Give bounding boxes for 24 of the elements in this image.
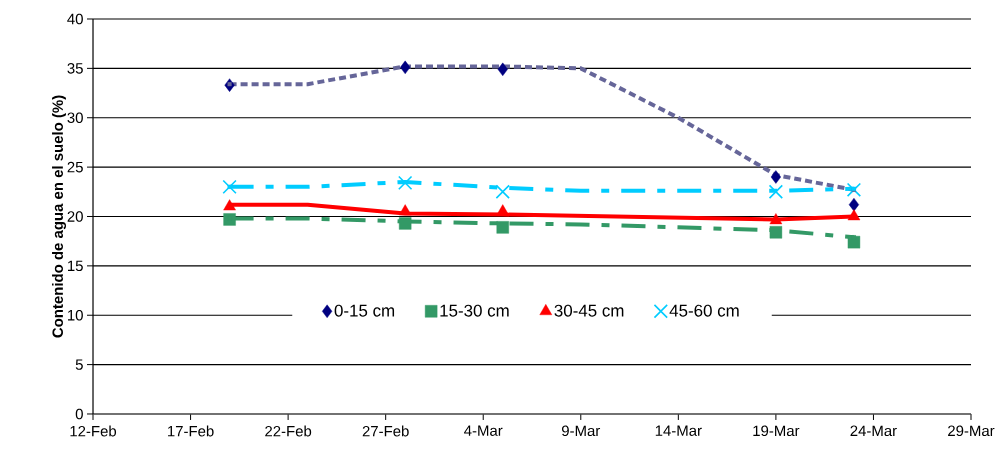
y-tick-label: 40 [67,13,83,25]
legend-label: 30-45 cm [554,304,624,317]
y-tick-label: 25 [67,161,83,173]
x-tick-label: 29-Mar [948,425,995,437]
x-tick-label: 4-Mar [464,425,503,436]
x-tick-label: 24-Mar [850,425,897,437]
y-tick-label: 15 [68,260,83,272]
y-axis-title: Contenido de agua en el suelo (%) [52,95,67,338]
y-tick-label: 35 [67,63,83,74]
y-tick-label: 5 [75,359,83,370]
x-tick-label: 14-Mar [655,425,702,436]
y-tick-label: 0 [75,408,83,420]
x-tick-label: 17-Feb [168,425,214,437]
x-tick-label: 27-Feb [362,425,409,437]
legend-label: 45-60 cm [669,304,739,317]
legend-label: 15-30 cm [440,304,509,317]
y-tick-label: 20 [67,211,83,222]
x-tick-label: 12-Feb [70,425,117,437]
y-tick-label: 10 [68,309,83,321]
legend-label: 0-15 cm [334,304,395,317]
x-tick-label: 9-Mar [561,425,601,437]
x-tick-label: 22-Feb [265,425,312,437]
y-tick-label: 30 [67,112,83,124]
x-tick-label: 19-Mar [753,425,800,437]
